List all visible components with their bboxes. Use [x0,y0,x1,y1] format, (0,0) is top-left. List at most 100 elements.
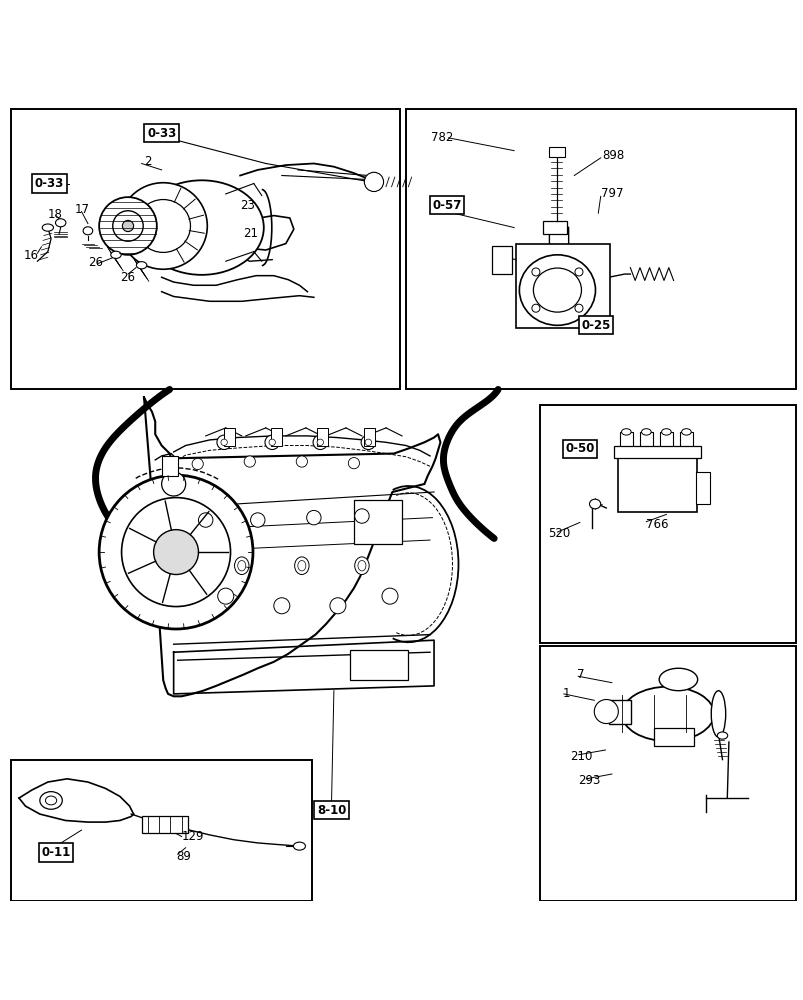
Text: 293: 293 [577,774,600,787]
Bar [679,432,692,454]
Circle shape [296,456,307,467]
Ellipse shape [99,197,157,255]
Bar [491,246,512,274]
Bar [516,244,609,328]
Bar [639,432,652,454]
Ellipse shape [137,262,147,269]
Bar [608,700,630,724]
Bar [11,109,400,389]
Ellipse shape [716,732,727,739]
Circle shape [244,456,255,467]
Bar [11,760,312,901]
Ellipse shape [711,691,725,737]
Ellipse shape [641,429,650,435]
Text: 23: 23 [240,199,255,212]
Text: 797: 797 [600,187,622,200]
Ellipse shape [119,183,207,269]
Text: 129: 129 [181,830,204,843]
Circle shape [574,304,582,312]
Circle shape [99,475,253,629]
Text: 8-10: 8-10 [316,804,346,817]
Circle shape [161,472,185,496]
Bar [542,221,566,234]
Text: 0-33: 0-33 [147,127,176,140]
Ellipse shape [532,268,581,312]
Bar [659,432,672,454]
Circle shape [574,268,582,276]
Text: 1: 1 [561,687,569,700]
Ellipse shape [140,180,263,275]
Bar [548,147,564,157]
Text: 520: 520 [547,527,569,540]
Text: 18: 18 [48,208,63,221]
Text: 0-11: 0-11 [41,846,71,859]
Circle shape [269,439,275,446]
Bar [161,456,177,476]
Circle shape [121,498,230,607]
Bar [271,428,282,446]
Text: 26: 26 [120,271,135,284]
Circle shape [365,439,371,446]
Text: 0-33: 0-33 [35,177,64,190]
Bar [224,428,235,446]
Circle shape [381,588,397,604]
Ellipse shape [589,499,600,509]
Bar [349,650,407,680]
Text: 766: 766 [646,518,668,531]
Text: 89: 89 [176,850,190,863]
Circle shape [274,598,289,614]
Circle shape [354,509,369,523]
Ellipse shape [46,796,56,805]
Ellipse shape [681,429,691,435]
Text: 898: 898 [601,149,624,162]
Circle shape [329,598,345,614]
Ellipse shape [234,557,249,575]
Bar [654,728,694,746]
Circle shape [198,513,213,527]
Text: 0-57: 0-57 [432,199,461,212]
Ellipse shape [621,429,630,435]
Circle shape [348,458,359,469]
Bar [406,109,795,389]
Text: 2: 2 [144,155,151,168]
Text: 17: 17 [75,203,90,216]
Ellipse shape [112,211,143,241]
Ellipse shape [519,255,595,325]
Ellipse shape [238,560,246,571]
Text: 7: 7 [576,668,584,681]
Ellipse shape [122,220,133,232]
Text: 21: 21 [243,227,258,240]
Circle shape [532,268,540,276]
Circle shape [192,458,203,470]
Ellipse shape [55,219,66,227]
Ellipse shape [661,429,671,435]
Circle shape [312,435,327,450]
Bar [619,432,632,454]
Ellipse shape [111,251,121,258]
Circle shape [316,439,323,446]
Ellipse shape [297,560,305,571]
Ellipse shape [293,842,305,850]
Bar [539,646,795,901]
Circle shape [306,510,320,525]
Ellipse shape [622,687,713,741]
Text: 210: 210 [569,750,592,763]
Ellipse shape [43,224,54,231]
Bar [613,446,700,458]
Ellipse shape [357,560,365,571]
Circle shape [251,513,265,527]
Circle shape [221,439,227,446]
Bar [618,454,696,512]
Bar [695,472,710,504]
Ellipse shape [40,792,62,809]
Text: 26: 26 [88,256,103,269]
Circle shape [218,588,234,604]
Circle shape [593,700,618,724]
Bar [316,428,328,446]
Ellipse shape [294,557,308,575]
Circle shape [364,172,383,192]
Text: 16: 16 [24,249,39,262]
Text: 0-25: 0-25 [581,319,609,332]
Circle shape [153,530,198,575]
Text: 0-50: 0-50 [565,442,594,455]
